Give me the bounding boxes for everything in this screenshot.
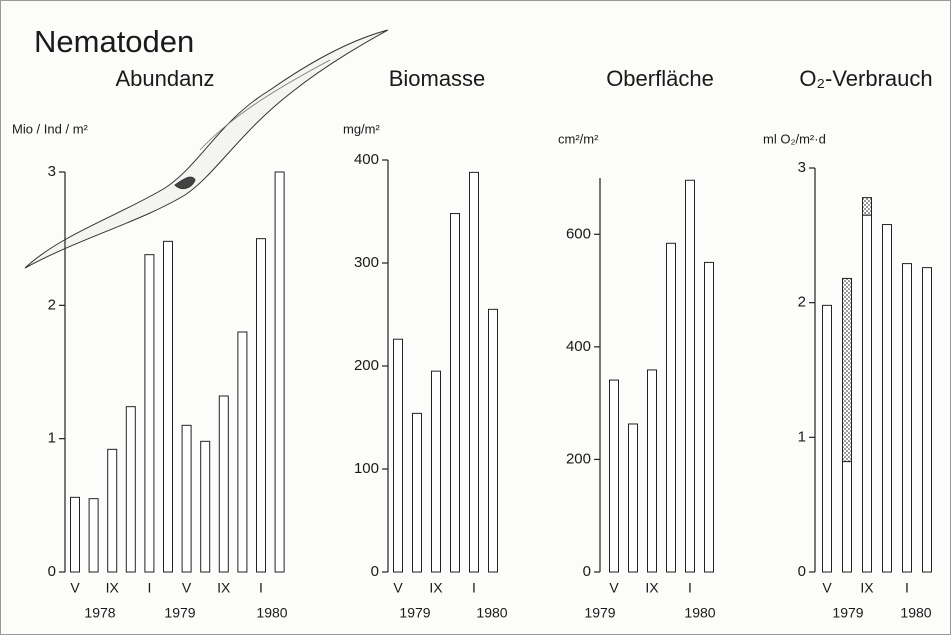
- x-group-label: 1979: [832, 605, 863, 621]
- y-axis-label: ml O₂/m²·d: [763, 131, 826, 146]
- bar: [394, 339, 403, 572]
- bar: [823, 305, 832, 572]
- x-group-label: 1980: [256, 605, 287, 621]
- bar: [275, 172, 284, 572]
- y-tick-label: 0: [371, 563, 379, 580]
- bar: [164, 241, 173, 572]
- y-tick-label: 1: [48, 430, 56, 447]
- y-axis-label: cm²/m²: [558, 131, 599, 146]
- x-tick-label: IX: [106, 580, 120, 596]
- bar: [903, 264, 912, 572]
- y-tick-label: 600: [566, 225, 591, 242]
- x-tick-label: IX: [860, 580, 874, 596]
- x-tick-label: V: [609, 580, 619, 596]
- x-tick-label: V: [393, 580, 403, 596]
- bar: [413, 413, 422, 572]
- x-tick-label: I: [259, 580, 263, 596]
- bar: [219, 396, 228, 572]
- y-axis-label: Mio / Ind / m²: [12, 121, 89, 136]
- x-tick-label: IX: [645, 580, 659, 596]
- x-group-label: 1980: [684, 605, 715, 621]
- y-tick-label: 400: [566, 338, 591, 355]
- bar: [843, 278, 852, 461]
- bar: [89, 499, 98, 572]
- bar: [843, 462, 852, 572]
- x-tick-label: I: [147, 580, 151, 596]
- y-tick-label: 0: [798, 563, 806, 580]
- y-tick-label: 3: [48, 163, 56, 180]
- bar: [610, 380, 619, 572]
- y-tick-label: 300: [354, 254, 379, 271]
- x-tick-label: IX: [429, 580, 443, 596]
- x-group-label: 1979: [164, 605, 195, 621]
- x-tick-label: I: [688, 580, 692, 596]
- bar: [145, 255, 154, 572]
- x-group-label: 1979: [399, 605, 430, 621]
- x-group-label: 1980: [476, 605, 507, 621]
- bar: [451, 214, 460, 572]
- y-tick-label: 0: [48, 563, 56, 580]
- bar: [108, 449, 117, 572]
- x-tick-label: V: [182, 580, 192, 596]
- y-tick-label: 2: [48, 296, 56, 313]
- x-tick-label: V: [822, 580, 832, 596]
- x-group-label: 1979: [584, 605, 615, 621]
- bar: [629, 424, 638, 572]
- bar: [432, 371, 441, 572]
- bar: [863, 198, 872, 216]
- figure: Nematoden Abundanz Mio / Ind / m² 0 1 2 3 V IX I…: [0, 0, 951, 635]
- figure-title: Nematoden: [34, 24, 194, 59]
- bar: [126, 407, 135, 572]
- x-tick-label: I: [905, 580, 909, 596]
- x-tick-label: I: [472, 580, 476, 596]
- page: {"figure_title": "Nematoden", "chart_dat…: [0, 0, 951, 635]
- x-tick-label: V: [70, 580, 80, 596]
- bar: [182, 425, 191, 572]
- y-tick-label: 200: [354, 357, 379, 374]
- bar: [489, 309, 498, 572]
- bar: [686, 180, 695, 572]
- x-group-label: 1978: [84, 605, 115, 621]
- y-tick-label: 100: [354, 460, 379, 477]
- x-tick-label: IX: [217, 580, 231, 596]
- chart-title: Abundanz: [115, 66, 214, 91]
- chart-title: Oberfläche: [606, 66, 714, 91]
- bar: [705, 262, 714, 572]
- bar: [883, 225, 892, 572]
- bar: [667, 243, 676, 572]
- y-tick-label: 1: [798, 428, 806, 445]
- y-tick-label: 0: [583, 563, 591, 580]
- y-tick-label: 200: [566, 450, 591, 467]
- y-axis-label: mg/m²: [343, 121, 381, 136]
- y-tick-label: 400: [354, 151, 379, 168]
- chart-title: Biomasse: [389, 66, 486, 91]
- bar: [470, 172, 479, 572]
- bar: [863, 215, 872, 572]
- bar: [923, 268, 932, 572]
- y-tick-label: 3: [798, 159, 806, 176]
- bar: [257, 239, 266, 572]
- x-group-label: 1980: [900, 605, 931, 621]
- bar: [238, 332, 247, 572]
- chart-title: O₂-Verbrauch: [799, 66, 932, 91]
- bar: [71, 497, 80, 572]
- bar: [648, 370, 657, 572]
- y-tick-label: 2: [798, 294, 806, 311]
- bar: [201, 441, 210, 572]
